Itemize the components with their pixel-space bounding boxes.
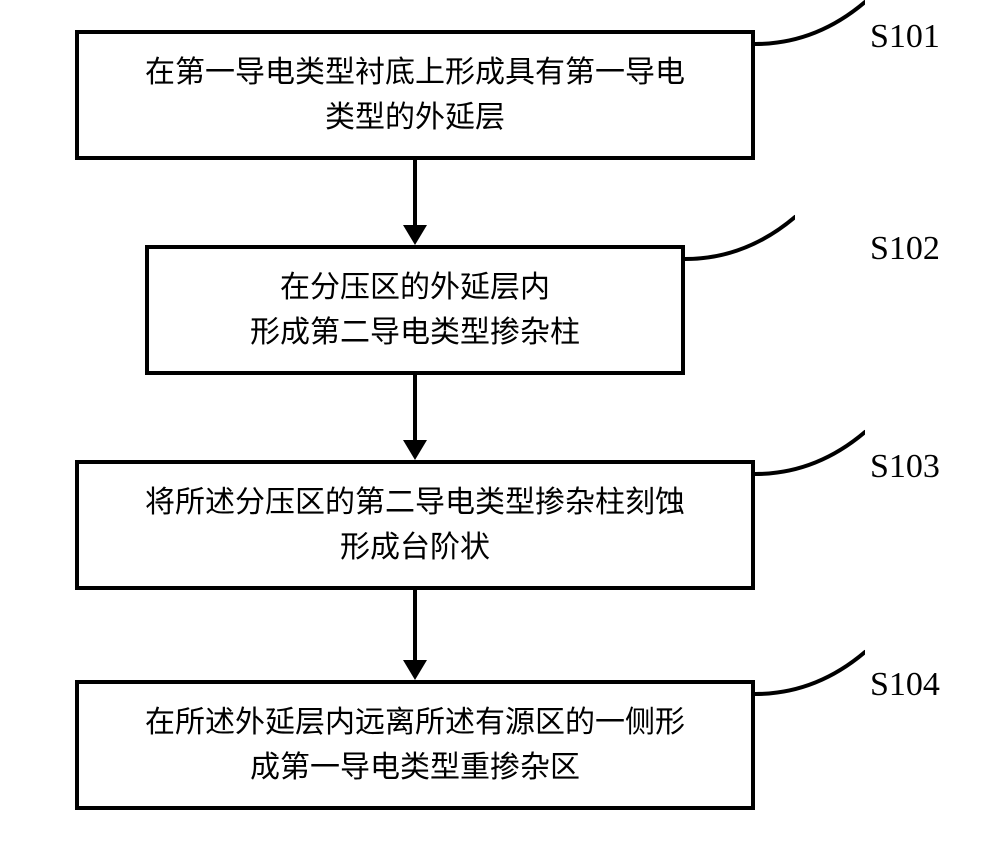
connector-line-s102-s103	[413, 375, 417, 440]
step-box-s104: 在所述外延层内远离所述有源区的一侧形成第一导电类型重掺杂区	[75, 680, 755, 810]
step-label-s104: S104	[870, 666, 940, 704]
step-label-s101: S101	[870, 18, 940, 56]
connector-arrow-s103-s104	[403, 660, 427, 680]
step-box-s103: 将所述分压区的第二导电类型掺杂柱刻蚀形成台阶状	[75, 460, 755, 590]
step-text-s101: 在第一导电类型衬底上形成具有第一导电类型的外延层	[145, 50, 685, 140]
connector-arrow-s101-s102	[403, 225, 427, 245]
step-text-s104: 在所述外延层内远离所述有源区的一侧形成第一导电类型重掺杂区	[145, 700, 685, 790]
leader-curve-s103	[755, 424, 865, 484]
step-text-s102: 在分压区的外延层内形成第二导电类型掺杂柱	[250, 265, 580, 355]
leader-curve-s104	[755, 644, 865, 704]
leader-curve-s102	[685, 209, 795, 269]
step-text-s103: 将所述分压区的第二导电类型掺杂柱刻蚀形成台阶状	[145, 480, 685, 570]
connector-line-s103-s104	[413, 590, 417, 660]
connector-line-s101-s102	[413, 160, 417, 225]
step-box-s102: 在分压区的外延层内形成第二导电类型掺杂柱	[145, 245, 685, 375]
leader-curve-s101	[755, 0, 865, 54]
step-label-s103: S103	[870, 448, 940, 486]
step-label-s102: S102	[870, 230, 940, 268]
flowchart-canvas: 在第一导电类型衬底上形成具有第一导电类型的外延层 S101 在分压区的外延层内形成第…	[0, 0, 1000, 843]
connector-arrow-s102-s103	[403, 440, 427, 460]
step-box-s101: 在第一导电类型衬底上形成具有第一导电类型的外延层	[75, 30, 755, 160]
